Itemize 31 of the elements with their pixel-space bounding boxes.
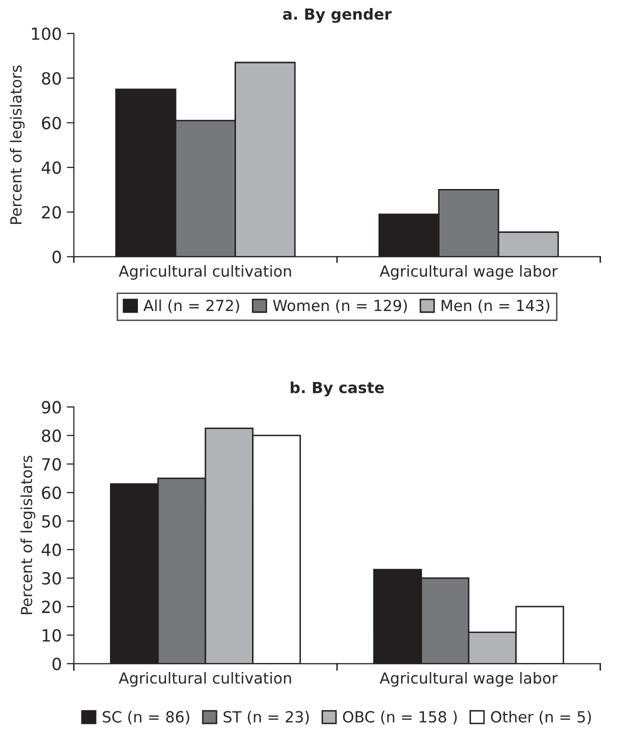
y-tick-label: 0	[52, 250, 61, 264]
y-tick-label: 100	[32, 27, 61, 40]
y-tick-label: 60	[42, 486, 61, 500]
y-tick-label: 60	[42, 116, 61, 130]
chart-title: b. By caste	[290, 381, 384, 396]
y-tick-label: 40	[42, 544, 61, 556]
y-tick-label: 50	[42, 515, 61, 528]
y-tick-label: 70	[42, 458, 61, 471]
legend-label: Women (n = 129)	[273, 299, 407, 314]
legend-label: Other (n = 5)	[490, 710, 591, 724]
y-tick-label: 10	[42, 629, 61, 642]
y-tick-label: 40	[42, 161, 61, 174]
y-tick-label: 80	[42, 72, 61, 85]
x-tick-label: Agricultural cultivation	[118, 265, 291, 280]
legend-label: SC (n = 86)	[102, 710, 190, 724]
x-tick-label: Agricultural wage labor	[380, 265, 558, 280]
y-tick-label: 20	[42, 206, 61, 219]
legend-label: Men (n = 143)	[442, 299, 550, 314]
chart-title: a. By gender	[283, 8, 392, 23]
y-axis-title: Percent of legislators	[10, 66, 25, 224]
legend-label: ST (n = 23)	[224, 710, 309, 724]
y-tick-label: 0	[52, 658, 61, 670]
y-tick-label: 20	[42, 600, 61, 614]
x-tick-label: Agricultural wage labor	[380, 672, 558, 687]
y-tick-label: 30	[42, 572, 61, 585]
legend-label: OBC (n = 158 )	[343, 710, 457, 724]
y-tick-label: 90	[42, 400, 61, 414]
y-tick-label: 80	[42, 429, 61, 442]
legend-label: All (n = 272)	[143, 299, 240, 314]
x-tick-label: Agricultural cultivation	[118, 672, 291, 687]
y-axis-title: Percent of legislators	[20, 456, 36, 614]
